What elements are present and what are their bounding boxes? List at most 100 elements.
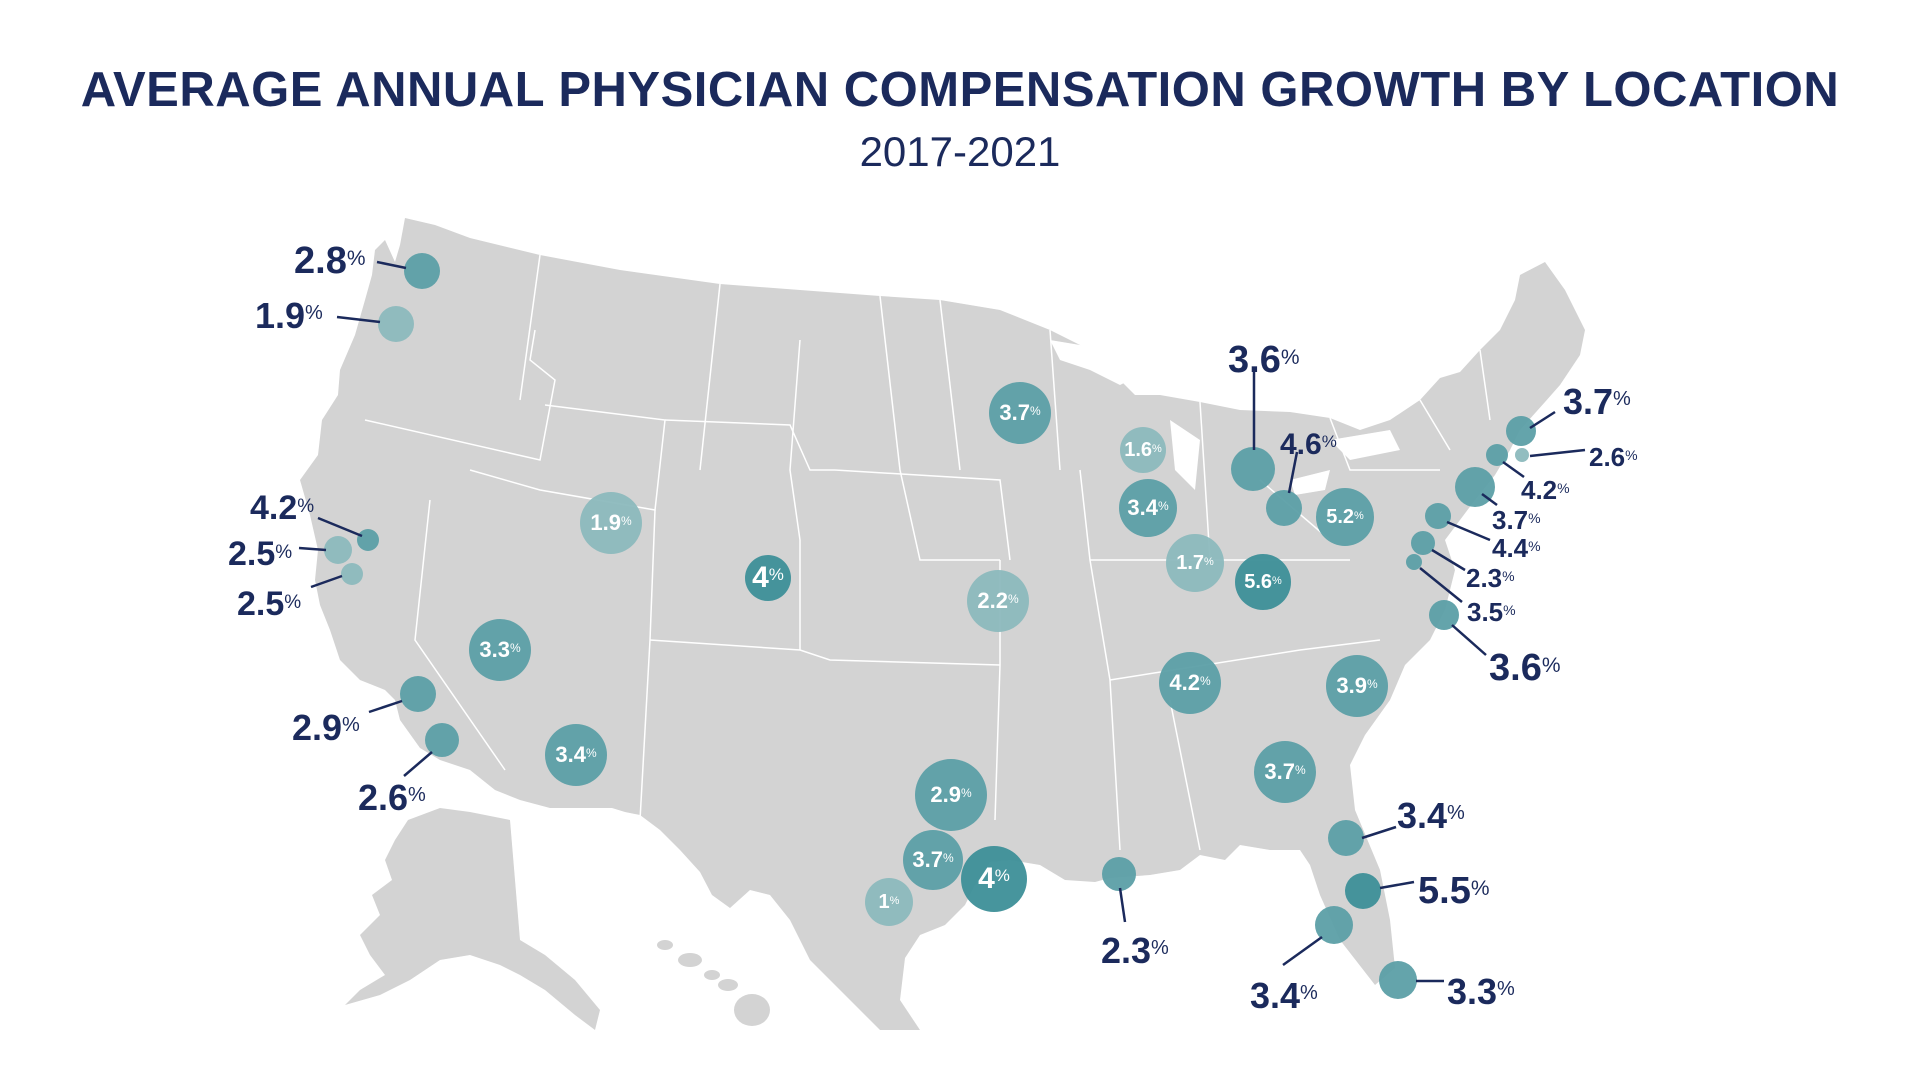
location-houston <box>961 846 1027 912</box>
location-minneapolis-bubble <box>989 382 1051 444</box>
location-pittsburgh-label: 5.2% <box>1326 506 1364 528</box>
location-san-jose-label-value: 2.5 <box>237 585 284 623</box>
location-san-diego-leader-line <box>403 751 433 777</box>
location-san-diego-label-unit: % <box>408 784 426 806</box>
location-indianapolis-bubble <box>1166 534 1224 592</box>
location-new-york-label: 3.7% <box>1492 505 1541 535</box>
location-pittsburgh <box>1316 488 1374 546</box>
location-san-francisco-leader-line <box>298 546 327 552</box>
location-san-francisco <box>324 536 352 564</box>
location-pittsburgh-label-value: 5.2 <box>1326 506 1354 528</box>
location-providence <box>1515 448 1529 462</box>
alaska-land <box>345 808 600 1030</box>
location-los-angeles-leader-line <box>368 699 403 714</box>
location-hartford <box>1486 444 1508 466</box>
location-washington-label-value: 3.5 <box>1467 597 1503 627</box>
location-philadelphia-label-value: 4.4 <box>1492 533 1529 563</box>
location-tampa-label-unit: % <box>1300 982 1318 1004</box>
location-seattle-bubble <box>404 253 440 289</box>
location-kansas-city-label: 2.2% <box>977 588 1019 613</box>
location-new-york <box>1455 467 1495 507</box>
location-san-jose-bubble <box>341 563 363 585</box>
location-nashville-bubble <box>1159 652 1221 714</box>
location-phoenix-label-value: 3.4 <box>555 742 586 767</box>
location-los-angeles-label-value: 2.9 <box>292 707 342 748</box>
location-baltimore-leader-line <box>1431 548 1466 572</box>
location-las-vegas-label: 3.3% <box>479 637 521 662</box>
location-jacksonville-label-unit: % <box>1447 802 1465 824</box>
location-jacksonville-bubble <box>1328 820 1364 856</box>
location-virginia-beach-label: 3.6% <box>1489 647 1561 689</box>
bubbles-layer <box>324 253 1536 999</box>
location-los-angeles-label-unit: % <box>342 714 360 736</box>
location-charlotte-bubble <box>1326 655 1388 717</box>
location-sacramento-label-unit: % <box>297 496 314 517</box>
location-indianapolis-label: 1.7% <box>1176 552 1214 574</box>
location-cleveland <box>1266 490 1302 526</box>
location-seattle-label-unit: % <box>347 247 366 270</box>
location-san-francisco-label: 2.5% <box>228 535 292 573</box>
location-portland-label-value: 1.9 <box>255 295 305 336</box>
location-virginia-beach-bubble <box>1429 600 1459 630</box>
location-baltimore-bubble <box>1411 531 1435 555</box>
location-orlando-bubble <box>1345 873 1381 909</box>
location-pittsburgh-label-unit: % <box>1354 510 1364 522</box>
location-sacramento-bubble <box>357 529 379 551</box>
location-tampa-label: 3.4% <box>1250 975 1318 1016</box>
location-detroit-label-unit: % <box>1281 346 1300 369</box>
location-phoenix-bubble <box>545 724 607 786</box>
location-salt-lake-city-label-value: 1.9 <box>590 510 621 535</box>
location-phoenix-label-unit: % <box>586 746 597 760</box>
location-boston-label-value: 3.7 <box>1563 381 1613 422</box>
location-new-orleans <box>1102 857 1136 891</box>
location-new-orleans-label-value: 2.3 <box>1101 930 1151 971</box>
location-new-york-label-value: 3.7 <box>1492 505 1528 535</box>
location-providence-leader-line <box>1529 448 1586 458</box>
location-miami-label-unit: % <box>1497 978 1515 1000</box>
location-washington-label: 3.5% <box>1467 597 1516 627</box>
location-baltimore-label-value: 2.3 <box>1466 563 1502 593</box>
location-detroit-label-value: 3.6 <box>1228 339 1281 381</box>
hawaii-land <box>657 940 770 1026</box>
location-chicago-label-value: 3.4 <box>1127 495 1158 520</box>
location-salt-lake-city-label-unit: % <box>621 514 632 528</box>
location-denver-label-unit: % <box>769 565 784 584</box>
location-seattle-leader-line <box>376 260 407 270</box>
location-houston-label: 4% <box>978 862 1010 895</box>
location-sacramento-label-value: 4.2 <box>250 489 297 527</box>
location-new-york-bubble <box>1455 467 1495 507</box>
location-charlotte-label-value: 3.9 <box>1336 673 1367 698</box>
location-baltimore-label: 2.3% <box>1466 563 1515 593</box>
location-san-antonio <box>865 878 913 926</box>
location-boston-label: 3.7% <box>1563 381 1631 422</box>
location-denver-label: 4% <box>752 561 784 594</box>
map-subtitle: 2017-2021 <box>859 128 1061 175</box>
location-virginia-beach-label-value: 3.6 <box>1489 647 1542 689</box>
location-cleveland-label-unit: % <box>1322 432 1337 451</box>
location-hartford-label-value: 4.2 <box>1521 475 1557 505</box>
location-charlotte <box>1326 655 1388 717</box>
map-title: AVERAGE ANNUAL PHYSICIAN COMPENSATION GR… <box>80 63 1840 117</box>
location-dallas-label-value: 2.9 <box>930 782 961 807</box>
location-chicago-label-unit: % <box>1158 499 1169 513</box>
location-new-orleans-leader-line <box>1118 887 1127 923</box>
location-seattle <box>404 253 440 289</box>
location-kansas-city-label-unit: % <box>1008 592 1019 606</box>
location-orlando-label: 5.5% <box>1418 870 1490 912</box>
location-philadelphia-leader-line <box>1446 520 1491 542</box>
location-kansas-city-bubble <box>967 570 1029 632</box>
location-portland-label: 1.9% <box>255 295 323 336</box>
location-san-jose-label-unit: % <box>284 592 301 613</box>
location-los-angeles-label: 2.9% <box>292 707 360 748</box>
labels-layer: 2.8%1.9%4.2%2.5%2.5%2.9%2.6%3.3%1.9%4%3.… <box>228 240 1638 1015</box>
location-baltimore <box>1411 531 1435 555</box>
land-group <box>300 218 1585 1030</box>
location-austin-label-value: 3.7 <box>912 847 943 872</box>
location-portland-leader-line <box>336 315 381 324</box>
location-new-york-leader-line <box>1481 492 1498 507</box>
location-cleveland-label: 4.6% <box>1280 428 1337 461</box>
location-kansas-city <box>967 570 1029 632</box>
location-boston-label-unit: % <box>1613 388 1631 410</box>
location-portland-label-unit: % <box>305 302 323 324</box>
location-atlanta-bubble <box>1254 741 1316 803</box>
